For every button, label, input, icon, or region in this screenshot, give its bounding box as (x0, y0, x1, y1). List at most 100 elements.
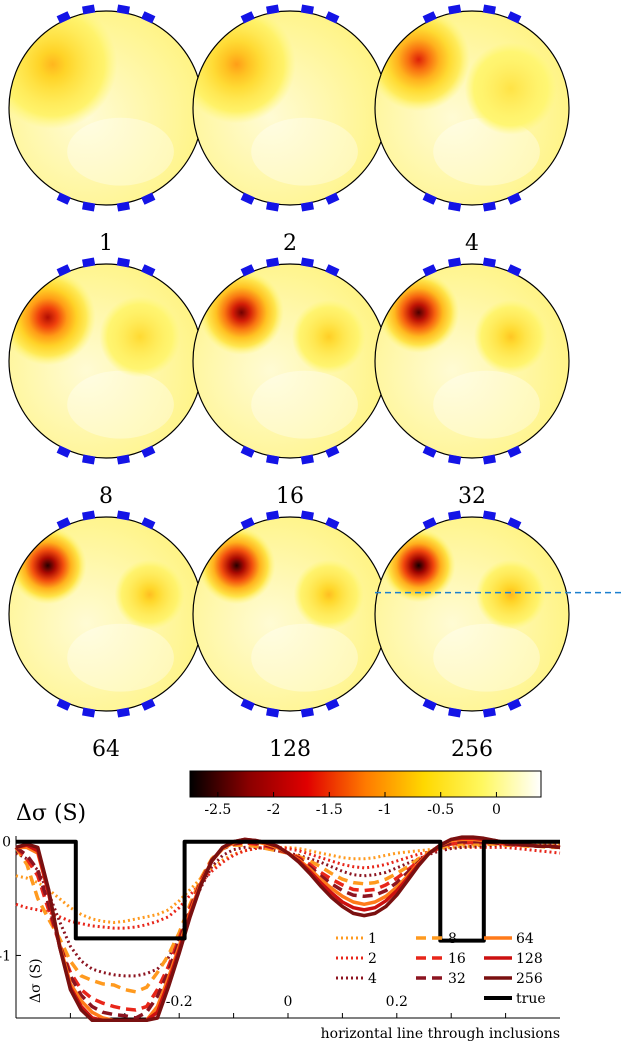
electrode (482, 257, 496, 268)
electrode (141, 192, 156, 205)
legend-label: 64 (516, 931, 534, 947)
reconstruction-panel: 1 (8, 4, 204, 256)
electrode (482, 4, 496, 15)
electrode (507, 445, 522, 458)
reconstruction-panel: 256 (374, 510, 624, 762)
electrode (325, 264, 340, 277)
x-tick-label: 0 (284, 994, 293, 1010)
colorbar-tick-label: 0 (492, 802, 501, 818)
low-contrast-region (433, 117, 540, 186)
inclusion-blob (193, 11, 296, 124)
electrode (507, 11, 522, 24)
electrode (82, 201, 96, 212)
electrode (82, 510, 96, 521)
electrode (56, 445, 71, 458)
electrode (56, 517, 71, 530)
legend-label: 4 (368, 971, 377, 987)
electrode (300, 454, 314, 465)
low-contrast-region (251, 623, 358, 692)
electrode (116, 4, 130, 15)
legend-label: true (516, 991, 546, 1007)
series-line-8 (14, 842, 560, 994)
inclusion-blob (475, 559, 546, 630)
electrode (240, 517, 255, 530)
electrode (422, 517, 437, 530)
low-contrast-region (251, 370, 358, 439)
reconstruction-panel: 64 (8, 510, 204, 762)
reconstruction-panel: 128 (192, 510, 388, 762)
electrode (325, 517, 340, 530)
electrode (266, 510, 280, 521)
reconstruction-panel: 2 (192, 4, 388, 256)
electrode (482, 201, 496, 212)
reconstruction-panels: 1 2 4 8 16 32 64 128 256 (8, 4, 624, 762)
electrode (422, 698, 437, 711)
electrode (448, 510, 462, 521)
low-contrast-region (251, 117, 358, 186)
electrode (422, 445, 437, 458)
series-line-32 (14, 839, 561, 1020)
panel-label: 16 (276, 484, 304, 509)
colorbar-tick-label: -2.5 (204, 802, 231, 818)
electrode (240, 264, 255, 277)
legend-item: 1 (336, 931, 377, 947)
electrode (141, 11, 156, 24)
inclusion-layer (381, 528, 546, 692)
reconstruction-panel: 8 (8, 257, 204, 509)
electrode (300, 257, 314, 268)
colorbar-tick-label: -1 (378, 802, 392, 818)
panel-label: 256 (451, 737, 493, 762)
series-line-16 (14, 841, 561, 1012)
series-line-true (16, 839, 560, 943)
electrode (141, 264, 156, 277)
legend-item: 16 (416, 951, 466, 967)
electrode (448, 257, 462, 268)
electrode (300, 707, 314, 718)
profile-chart: 0 -1 -0.2 0 0.2 Δσ (S) horizontal line through… (0, 835, 561, 1042)
series-line-2 (15, 845, 561, 930)
legend-item: 2 (336, 951, 377, 967)
inclusion-blob (378, 271, 460, 354)
colorbar-tick-label: -0.5 (427, 802, 454, 818)
legend-item: 4 (336, 971, 377, 987)
electrode (448, 707, 462, 718)
electrode (448, 454, 462, 465)
electrode (507, 192, 522, 205)
electrode (448, 201, 462, 212)
electrode (82, 707, 96, 718)
legend-item: true (484, 991, 546, 1007)
electrode (240, 698, 255, 711)
electrode (325, 698, 340, 711)
electrode (325, 445, 340, 458)
inclusion-layer (197, 526, 364, 692)
electrode (507, 517, 522, 530)
legend: 1 2 4 8 16 32 64 128 256 true (336, 931, 546, 1007)
electrode (141, 517, 156, 530)
electrode (482, 454, 496, 465)
domain-boundary (374, 516, 570, 712)
low-contrast-region (67, 117, 174, 186)
reconstruction-panel: 32 (374, 257, 570, 509)
electrode (116, 257, 130, 268)
inclusion-blob (99, 296, 181, 378)
electrode (82, 454, 96, 465)
legend-item: 8 (416, 931, 457, 947)
electrode (300, 201, 314, 212)
legend-label: 2 (368, 951, 377, 967)
inclusion-blob (375, 11, 471, 112)
x-tick-label: 0.2 (386, 994, 408, 1010)
series-line-1 (15, 842, 560, 924)
electrode (56, 192, 71, 205)
domain-boundary (374, 10, 570, 206)
inclusion-blob (293, 559, 364, 630)
colorbar: -2.5 -2 -1.5 -1 -0.5 0 Δσ (S) (16, 770, 542, 826)
electrode (300, 510, 314, 521)
electrode (422, 264, 437, 277)
electrode (82, 257, 96, 268)
electrode (56, 11, 71, 24)
panel-label: 1 (99, 231, 113, 256)
panel-label: 4 (465, 231, 479, 256)
reconstruction-panel: 4 (374, 4, 570, 256)
y-tick-label: 0 (2, 835, 11, 851)
electrode (482, 707, 496, 718)
